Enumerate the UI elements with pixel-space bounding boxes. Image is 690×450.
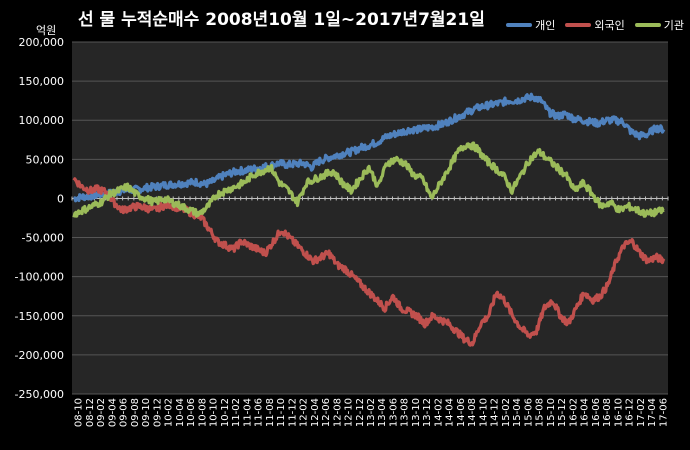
x-tick-label: 11-06 <box>254 398 265 427</box>
x-tick-label: 11-10 <box>276 398 287 427</box>
x-tick-label: 16-04 <box>580 398 591 427</box>
y-tick-label: -250,000 <box>15 388 64 401</box>
x-tick-label: 14-08 <box>467 398 478 427</box>
x-tick-label: 15-12 <box>557 398 568 427</box>
x-tick-label: 10-06 <box>186 398 197 427</box>
x-tick-label: 15-08 <box>535 398 546 427</box>
legend-label-individual: 개인 <box>535 19 556 32</box>
x-tick-label: 13-06 <box>388 398 399 427</box>
x-tick-label: 11-12 <box>287 398 298 427</box>
x-tick-label: 09-04 <box>107 398 118 427</box>
x-tick-label: 08-10 <box>74 398 85 427</box>
x-tick-label: 09-02 <box>96 398 107 427</box>
x-tick-label: 16-02 <box>568 398 579 427</box>
series-line-2 <box>72 141 665 218</box>
x-tick-label: 13-08 <box>400 398 411 427</box>
chart-title: 선 물 누적순매수 2008년10월 1일~2017년7월21일 <box>78 10 485 30</box>
x-tick-label: 16-08 <box>602 398 613 427</box>
x-tick-label: 12-08 <box>332 398 343 427</box>
x-tick-label: 17-02 <box>636 398 647 427</box>
x-tick-label: 17-04 <box>647 398 658 427</box>
x-tick-label: 12-10 <box>344 398 355 427</box>
x-tick-label: 13-04 <box>377 398 388 427</box>
x-tick-label: 14-02 <box>433 398 444 427</box>
legend-swatch-institution <box>634 23 661 27</box>
y-tick-label: 200,000 <box>19 36 65 49</box>
x-tick-label: 16-06 <box>591 398 602 427</box>
x-tick-label: 09-12 <box>152 398 163 427</box>
legend-swatch-foreign <box>565 23 592 27</box>
y-tick-label: -150,000 <box>15 310 64 323</box>
x-tick-label: 09-08 <box>130 398 141 427</box>
legend-item-institution: 기관 <box>634 17 684 33</box>
legend: 개인 외국인 기관 <box>506 17 684 33</box>
x-tick-label: 12-06 <box>321 398 332 427</box>
x-tick-label: 14-12 <box>490 398 501 427</box>
x-tick-label: 10-02 <box>164 398 175 427</box>
x-tick-label: 12-04 <box>310 398 321 427</box>
y-tick-label: 0 <box>57 192 64 205</box>
x-tick-label: 11-04 <box>242 398 253 427</box>
x-tick-label: 09-10 <box>141 398 152 427</box>
y-tick-label: 100,000 <box>19 114 65 127</box>
y-tick-label: 150,000 <box>19 75 65 88</box>
y-tick-label: -100,000 <box>15 271 64 284</box>
x-tick-label: 14-04 <box>445 398 456 427</box>
legend-swatch-individual <box>506 23 533 27</box>
x-tick-label: 14-10 <box>478 398 489 427</box>
legend-item-individual: 개인 <box>506 17 555 33</box>
y-tick-label: -50,000 <box>22 232 64 245</box>
x-tick-label: 15-06 <box>523 398 534 427</box>
series-line-0 <box>73 92 666 203</box>
x-tick-label: 15-02 <box>501 398 512 427</box>
plot-area <box>72 42 668 394</box>
x-tick-label: 10-04 <box>175 398 186 427</box>
x-tick-label: 15-04 <box>512 398 523 427</box>
legend-label-institution: 기관 <box>663 19 684 32</box>
x-tick-label: 16-12 <box>625 398 636 427</box>
x-tick-label: 09-06 <box>119 398 130 427</box>
x-tick-label: 08-12 <box>85 398 96 427</box>
x-tick-label: 14-06 <box>456 398 467 427</box>
x-tick-label: 12-12 <box>355 398 366 427</box>
x-tick-label: 13-12 <box>422 398 433 427</box>
x-tick-label: 11-02 <box>231 398 242 427</box>
x-tick-label: 13-10 <box>411 398 422 427</box>
y-tick-label: 50,000 <box>26 153 65 166</box>
x-tick-label: 13-02 <box>366 398 377 427</box>
y-axis-unit: 억원 <box>36 24 57 37</box>
y-tick-label: -200,000 <box>15 349 64 362</box>
x-tick-label: 11-08 <box>265 398 276 427</box>
x-tick-label: 10-10 <box>209 398 220 427</box>
x-tick-label: 12-02 <box>299 398 310 427</box>
legend-item-foreign: 외국인 <box>565 17 625 33</box>
x-tick-label: 10-08 <box>197 398 208 427</box>
x-tick-label: 16-10 <box>613 398 624 427</box>
x-tick-label: 10-12 <box>220 398 231 427</box>
x-tick-label: 17-06 <box>658 398 669 427</box>
x-tick-label: 15-10 <box>546 398 557 427</box>
legend-label-foreign: 외국인 <box>594 19 625 32</box>
